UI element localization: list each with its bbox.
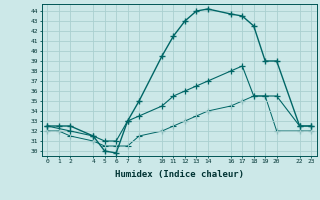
- X-axis label: Humidex (Indice chaleur): Humidex (Indice chaleur): [115, 170, 244, 179]
